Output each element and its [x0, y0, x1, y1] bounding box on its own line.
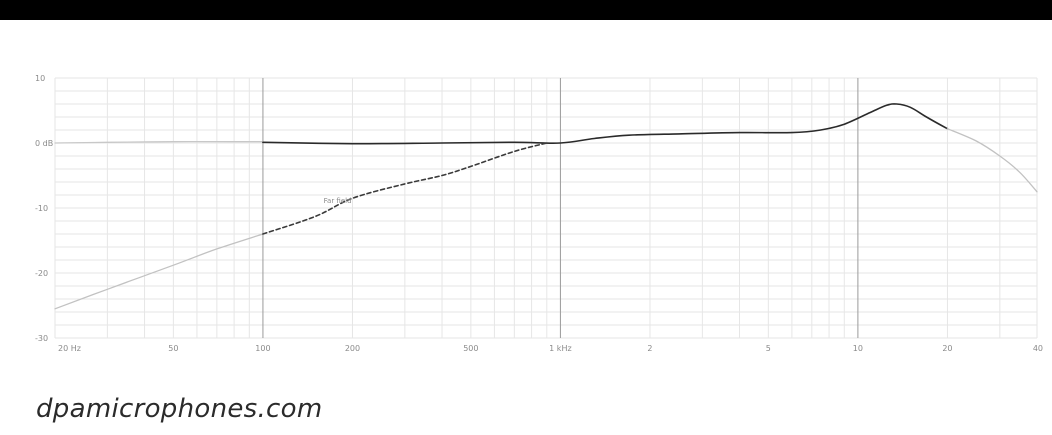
y-tick-label: -10: [35, 204, 48, 213]
x-tick-label: 20 Hz: [58, 344, 81, 353]
x-tick-label: 5: [766, 344, 771, 353]
chart-annotations: Far field: [324, 197, 352, 205]
y-tick-label: -30: [35, 334, 48, 343]
x-axis-ticks: 20 Hz 50 100 200 500 1 kHz 2 5 10 20 40: [58, 344, 1043, 353]
x-tick-label: 200: [345, 344, 360, 353]
response-curves: [54, 103, 1038, 310]
response-curve-dashed-4: [262, 142, 548, 235]
y-tick-label: 0 dB: [35, 139, 53, 148]
x-tick-label: 500: [463, 344, 478, 353]
x-tick-label: 20: [942, 344, 952, 353]
response-curve-solid-light-0: [54, 141, 264, 144]
x-tick-label: 50: [168, 344, 178, 353]
y-axis-ticks: 10 0 dB -10 -20 -30: [35, 74, 53, 343]
top-black-bar: [0, 0, 1052, 20]
y-tick-label: 10: [35, 74, 45, 83]
far-field-label: Far field: [324, 197, 352, 205]
chart-svg: 10 0 dB -10 -20 -30 20 Hz 50 100 200 500 1 kHz 2 5 1…: [0, 20, 1052, 380]
grid-minor-lines: [54, 77, 1038, 339]
y-tick-label: -20: [35, 269, 48, 278]
grid-major-lines: [262, 78, 859, 338]
x-tick-label: 100: [255, 344, 270, 353]
frequency-response-chart: 10 0 dB -10 -20 -30 20 Hz 50 100 200 500 1 kHz 2 5 1…: [0, 20, 1052, 380]
x-tick-label: 10: [853, 344, 863, 353]
x-tick-label: 1 kHz: [549, 344, 571, 353]
response-curve-solid-dark-1: [262, 103, 949, 145]
x-tick-label: 40: [1033, 344, 1043, 353]
x-tick-label: 2: [647, 344, 652, 353]
response-curve-solid-light-3: [54, 233, 264, 310]
footer-website: dpamicrophones.com: [36, 394, 323, 424]
response-curve-solid-light-2: [946, 128, 1038, 193]
